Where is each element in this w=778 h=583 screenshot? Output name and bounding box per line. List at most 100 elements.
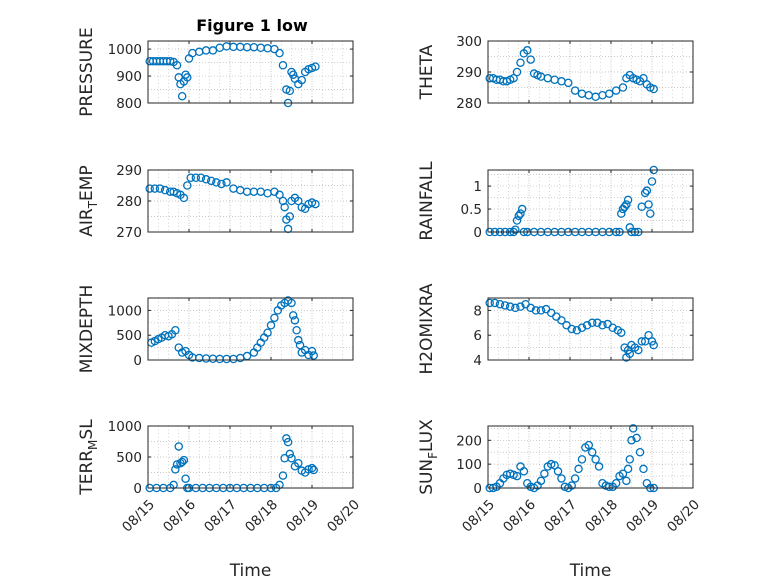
data-point xyxy=(577,455,587,464)
data-point xyxy=(627,436,636,445)
x-axis-label: Time xyxy=(569,561,612,581)
data-point xyxy=(179,193,189,203)
data-point xyxy=(191,173,201,182)
y-axis-label-subscript: F xyxy=(426,452,440,459)
y-axis-label-main: RAINFALL xyxy=(417,161,437,241)
data-point xyxy=(605,482,614,492)
data-point xyxy=(625,455,635,464)
data-point xyxy=(617,209,626,218)
data-point xyxy=(564,78,573,88)
data-point xyxy=(517,204,527,214)
data-point xyxy=(155,184,165,193)
data-point xyxy=(307,346,317,356)
data-point xyxy=(574,464,583,474)
data-point xyxy=(570,86,580,95)
data-point xyxy=(644,200,653,209)
data-point xyxy=(553,467,563,476)
data-point xyxy=(523,46,532,55)
y-axis-label-main: AIR xyxy=(77,208,97,237)
data-point xyxy=(183,181,192,190)
plot-area xyxy=(488,298,693,360)
data-point xyxy=(285,212,295,221)
data-point xyxy=(632,433,641,443)
data-point xyxy=(150,184,160,193)
y-tick-label: 0 xyxy=(133,481,142,497)
y-tick-label: 100 xyxy=(456,457,482,473)
y-axis-label: THETA xyxy=(417,44,437,100)
data-point xyxy=(217,179,226,189)
data-point xyxy=(567,481,576,490)
data-point xyxy=(181,474,190,483)
data-point xyxy=(514,211,524,221)
data-point xyxy=(512,67,522,77)
y-axis-label-main: TERR xyxy=(77,450,97,496)
y-axis-label: TERRMSL xyxy=(77,419,100,496)
data-point xyxy=(640,188,650,198)
data-point xyxy=(309,465,318,475)
y-axis-label: MIXDEPTH xyxy=(77,285,97,374)
data-point xyxy=(620,202,629,211)
data-point xyxy=(639,464,648,474)
data-point xyxy=(288,311,298,320)
data-point xyxy=(557,316,566,325)
data-point xyxy=(171,325,180,335)
data-point xyxy=(587,318,597,328)
data-point xyxy=(490,298,500,308)
y-tick-label: 500 xyxy=(116,450,142,466)
data-point xyxy=(598,321,607,330)
data-point xyxy=(270,44,279,54)
y-tick-label: 1000 xyxy=(108,419,142,435)
y-tick-label: 280 xyxy=(116,194,142,210)
axes-box xyxy=(147,40,354,104)
y-axis-label-rest: EMP xyxy=(77,165,97,201)
data-point xyxy=(292,325,301,335)
y-axis-label-main: THETA xyxy=(417,44,437,100)
data-point xyxy=(540,469,549,478)
y-axis-label-subscript: M xyxy=(86,440,100,450)
data-point xyxy=(536,476,546,486)
data-point xyxy=(594,462,604,471)
data-point xyxy=(519,467,529,476)
data-point xyxy=(647,177,657,186)
y-tick-label: 280 xyxy=(456,96,482,112)
data-point xyxy=(637,337,647,346)
data-point xyxy=(577,323,587,333)
data-point xyxy=(266,321,276,330)
data-point xyxy=(183,73,192,82)
data-point xyxy=(618,469,628,478)
data-point xyxy=(278,61,288,70)
data-point xyxy=(639,73,648,83)
data-point xyxy=(611,478,621,488)
y-axis-label-main: PRESSURE xyxy=(77,27,97,116)
x-axis-label: Time xyxy=(229,561,272,581)
subplot-rainfall: 0 0.5 1 RAINFALL xyxy=(417,161,694,241)
data-point xyxy=(526,55,535,64)
data-point xyxy=(280,202,289,212)
data-point xyxy=(212,178,221,187)
data-point xyxy=(516,302,525,311)
data-point xyxy=(285,86,295,96)
y-axis-label: SUNFLUX xyxy=(417,419,440,495)
data-point xyxy=(649,84,658,94)
data-point xyxy=(222,178,231,187)
subplot-mixdepth: 0 500 1000 MIXDEPTH xyxy=(77,285,354,374)
data-point xyxy=(160,185,170,195)
data-point xyxy=(294,196,303,206)
data-point xyxy=(177,457,187,467)
data-point xyxy=(511,303,520,313)
data-point xyxy=(171,465,180,474)
y-axis-label-main: H2OMIXRA xyxy=(417,283,437,374)
data-point xyxy=(288,70,298,79)
data-point xyxy=(622,200,631,209)
data-point xyxy=(512,216,522,225)
data-point xyxy=(646,209,655,218)
data-point xyxy=(628,424,638,433)
data-point xyxy=(505,302,515,311)
y-axis-label: AIRTEMP xyxy=(77,165,100,236)
data-point xyxy=(177,92,187,101)
data-point xyxy=(512,471,522,481)
data-point xyxy=(500,301,510,310)
series-markers xyxy=(147,296,318,364)
data-point xyxy=(165,56,175,66)
y-axis-label: PRESSURE xyxy=(77,27,97,116)
